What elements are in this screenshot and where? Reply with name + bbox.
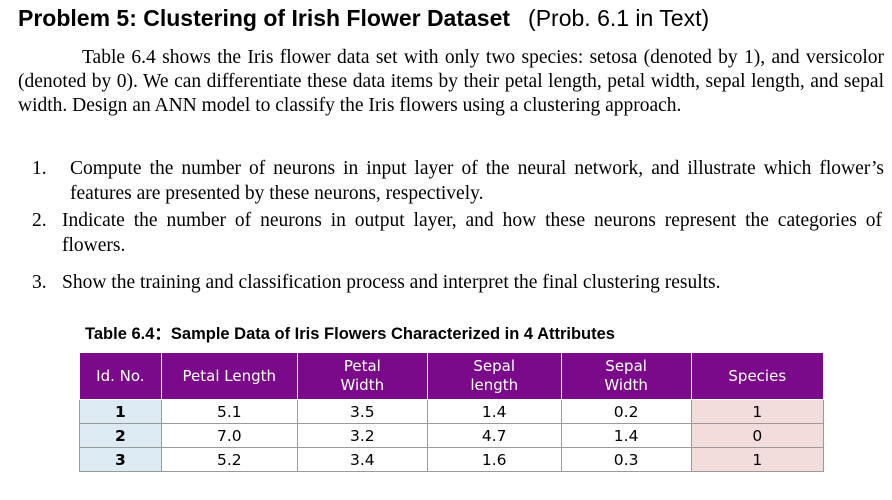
list-item-text: Indicate the number of neurons in output… <box>62 210 882 256</box>
table-row: 3 5.2 3.4 1.6 0.3 1 <box>79 447 825 472</box>
list-item: 3. Show the training and classification … <box>32 270 884 295</box>
cell-sepal-length: 4.7 <box>426 423 562 448</box>
cell-petal-length: 5.1 <box>160 399 298 424</box>
header-sepal-length: Sepal length <box>426 352 562 400</box>
cell-petal-length: 5.2 <box>160 447 298 472</box>
header-petal-length: Petal Length <box>160 352 298 400</box>
cell-sepal-width: 0.3 <box>560 447 692 472</box>
cell-sepal-width: 1.4 <box>560 423 692 448</box>
list-item-number: 3. <box>32 272 47 293</box>
cell-species: 0 <box>690 423 825 448</box>
page-title: Problem 5: Clustering of Irish Flower Da… <box>18 5 709 32</box>
list-item-number: 2. <box>32 210 47 231</box>
cell-species: 1 <box>690 447 825 472</box>
problem-reference: (Prob. 6.1 in Text) <box>528 5 710 31</box>
cell-id: 2 <box>79 423 162 448</box>
cell-id: 1 <box>79 399 162 424</box>
intro-text: Table 6.4 shows the Iris flower data set… <box>18 47 884 116</box>
cell-petal-length: 7.0 <box>160 423 298 448</box>
iris-data-table: Id. No. Petal Length Petal Width Sepal len… <box>79 352 825 472</box>
list-item-number: 1. <box>32 158 47 179</box>
cell-sepal-length: 1.6 <box>426 447 562 472</box>
table-row: 1 5.1 3.5 1.4 0.2 1 <box>79 399 825 424</box>
cell-petal-width: 3.4 <box>296 447 428 472</box>
problem-title: Problem 5: Clustering of Irish Flower Da… <box>18 5 511 31</box>
list-item: 2. Indicate the number of neurons in out… <box>32 208 884 258</box>
list-item-text: Show the training and classification pro… <box>62 272 721 293</box>
table-header-row: Id. No. Petal Length Petal Width Sepal len… <box>79 352 825 400</box>
header-petal-width: Petal Width <box>296 352 428 400</box>
header-id: Id. No. <box>79 352 162 400</box>
cell-petal-width: 3.2 <box>296 423 428 448</box>
cell-species: 1 <box>690 399 825 424</box>
cell-petal-width: 3.5 <box>296 399 428 424</box>
list-item: 1. Compute the number of neurons in inpu… <box>32 156 884 206</box>
cell-sepal-width: 0.2 <box>560 399 692 424</box>
cell-sepal-length: 1.4 <box>426 399 562 424</box>
list-item-text: Compute the number of neurons in input l… <box>70 158 884 204</box>
intro-paragraph: Table 6.4 shows the Iris flower data set… <box>18 46 884 118</box>
header-sepal-width: Sepal Width <box>560 352 692 400</box>
table-row: 2 7.0 3.2 4.7 1.4 0 <box>79 423 825 448</box>
table-caption: Table 6.4：Sample Data of Iris Flowers Ch… <box>85 325 615 343</box>
cell-id: 3 <box>79 447 162 472</box>
header-species: Species <box>690 352 825 400</box>
